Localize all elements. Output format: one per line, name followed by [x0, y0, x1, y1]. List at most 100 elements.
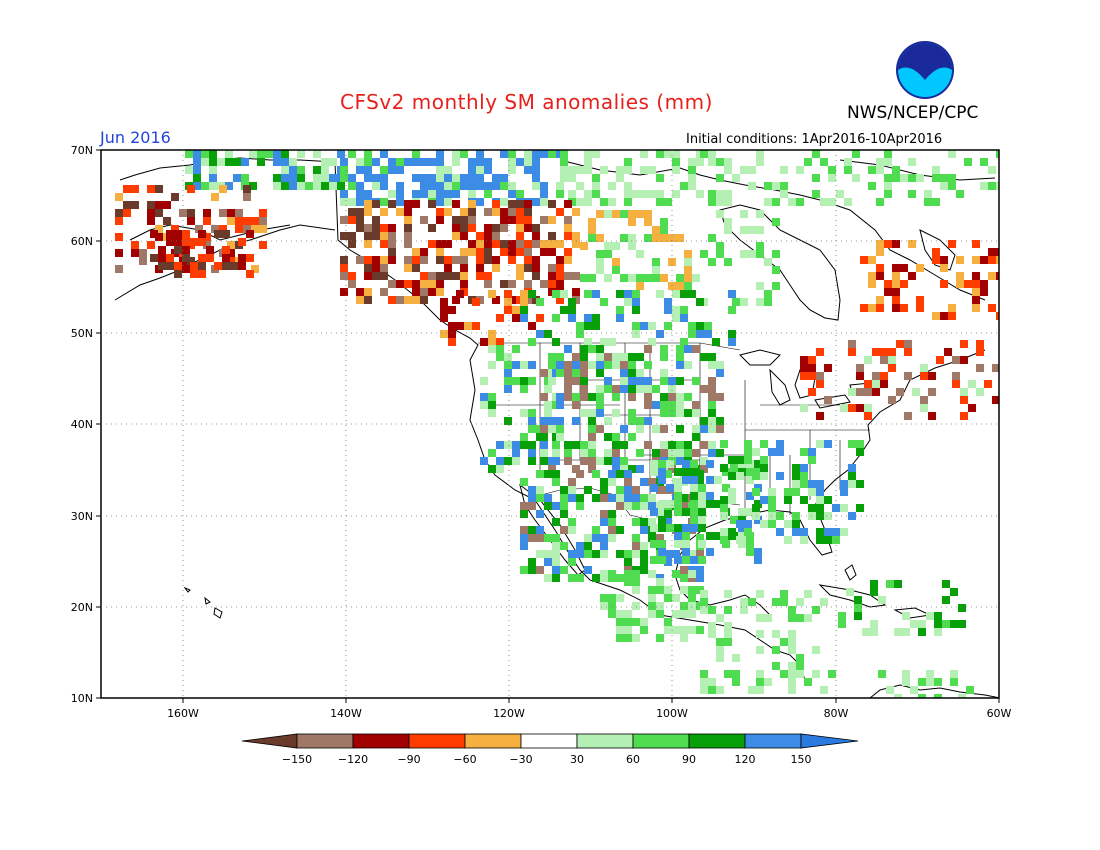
- anomaly-cell: [644, 377, 652, 385]
- anomaly-cell: [528, 534, 536, 542]
- anomaly-cell: [640, 190, 648, 198]
- anomaly-cell: [560, 306, 568, 314]
- anomaly-cell: [340, 190, 348, 198]
- anomaly-cell: [528, 290, 536, 298]
- organization-label: NWS/NCEP/CPC: [847, 103, 979, 123]
- anomaly-cell: [664, 470, 672, 478]
- anomaly-cell: [620, 361, 628, 369]
- anomaly-cell: [388, 256, 396, 264]
- anomaly-cell: [584, 290, 592, 298]
- anomaly-cell: [584, 198, 592, 206]
- anomaly-cell: [784, 536, 792, 544]
- anomaly-cell: [746, 508, 754, 516]
- anomaly-cell: [568, 486, 576, 494]
- anomaly-cell: [644, 393, 652, 401]
- anomaly-cell: [564, 248, 572, 256]
- anomaly-cell: [604, 457, 612, 465]
- anomaly-cell: [536, 314, 544, 322]
- anomaly-cell: [676, 345, 684, 353]
- anomaly-cell: [532, 166, 540, 174]
- anomaly-cell: [724, 630, 732, 638]
- anomaly-cell: [484, 182, 492, 190]
- legend-label-6: 60: [626, 753, 640, 766]
- anomaly-cell: [876, 264, 884, 272]
- anomaly-cell: [688, 182, 696, 190]
- anomaly-cell: [572, 417, 580, 425]
- anomaly-cell: [412, 280, 420, 288]
- anomaly-cell: [348, 232, 356, 240]
- anomaly-cell: [580, 345, 588, 353]
- anomaly-cell: [251, 225, 259, 233]
- anomaly-cell: [628, 242, 636, 250]
- anomaly-cell: [808, 504, 816, 512]
- anomaly-cell: [910, 620, 918, 628]
- anomaly-cell: [468, 174, 476, 182]
- anomaly-cell: [440, 298, 448, 306]
- anomaly-cell: [616, 626, 624, 634]
- anomaly-cell: [340, 232, 348, 240]
- anomaly-cell: [856, 448, 864, 456]
- anomaly-cell: [251, 217, 259, 225]
- anomaly-cell: [329, 158, 337, 166]
- anomaly-cell: [628, 218, 636, 226]
- anomaly-cell: [364, 288, 372, 296]
- anomaly-cell: [209, 166, 217, 174]
- anomaly-cell: [452, 174, 460, 182]
- anomaly-cell: [380, 198, 388, 206]
- anomaly-cell: [584, 190, 592, 198]
- anomaly-cell: [468, 224, 476, 232]
- anomaly-cell: [752, 448, 760, 456]
- anomaly-cell: [568, 166, 576, 174]
- anomaly-cell: [706, 492, 714, 500]
- anomaly-cell: [816, 496, 824, 504]
- anomaly-cell: [636, 210, 644, 218]
- anomaly-cell: [528, 425, 536, 433]
- anomaly-cell: [700, 417, 708, 425]
- anomaly-cell: [706, 548, 714, 556]
- anomaly-cell: [604, 449, 612, 457]
- anomaly-cell: [540, 150, 548, 158]
- anomaly-cell: [404, 256, 412, 264]
- anomaly-cell: [632, 586, 640, 594]
- anomaly-cell: [412, 264, 420, 272]
- anomaly-cell: [652, 266, 660, 274]
- anomaly-cell: [436, 288, 444, 296]
- anomaly-cell: [900, 280, 908, 288]
- anomaly-cell: [708, 377, 716, 385]
- anomaly-cell: [756, 158, 764, 166]
- anomaly-cell: [932, 198, 940, 206]
- anomaly-cell: [544, 534, 552, 542]
- anomaly-cell: [756, 630, 764, 638]
- anomaly-cell: [698, 516, 706, 524]
- anomaly-cell: [700, 457, 708, 465]
- anomaly-cell: [744, 448, 752, 456]
- anomaly-cell: [894, 628, 902, 636]
- anomaly-cell: [444, 240, 452, 248]
- anomaly-cell: [852, 150, 860, 158]
- anomaly-cell: [656, 330, 664, 338]
- anomaly-cell: [227, 209, 235, 217]
- anomaly-cell: [532, 240, 540, 248]
- anomaly-cell: [992, 364, 999, 372]
- anomaly-cell: [764, 290, 772, 298]
- anomaly-cell: [560, 290, 568, 298]
- anomaly-cell: [568, 298, 576, 306]
- anomaly-cell: [448, 306, 456, 314]
- anomaly-cell: [772, 182, 780, 190]
- anomaly-cell: [666, 500, 674, 508]
- anomaly-cell: [452, 158, 460, 166]
- anomaly-cell: [752, 488, 760, 496]
- anomaly-cell: [612, 441, 620, 449]
- anomaly-cell: [764, 298, 772, 306]
- anomaly-cell: [552, 290, 560, 298]
- anomaly-cell: [596, 258, 604, 266]
- anomaly-cell: [556, 240, 564, 248]
- anomaly-cell: [520, 510, 528, 518]
- anomaly-cell: [628, 274, 636, 282]
- anomaly-cell: [660, 441, 668, 449]
- anomaly-cell: [672, 150, 680, 158]
- anomaly-cell: [680, 566, 688, 574]
- anomaly-cell: [768, 504, 776, 512]
- anomaly-cell: [700, 686, 708, 694]
- anomaly-cell: [198, 238, 206, 246]
